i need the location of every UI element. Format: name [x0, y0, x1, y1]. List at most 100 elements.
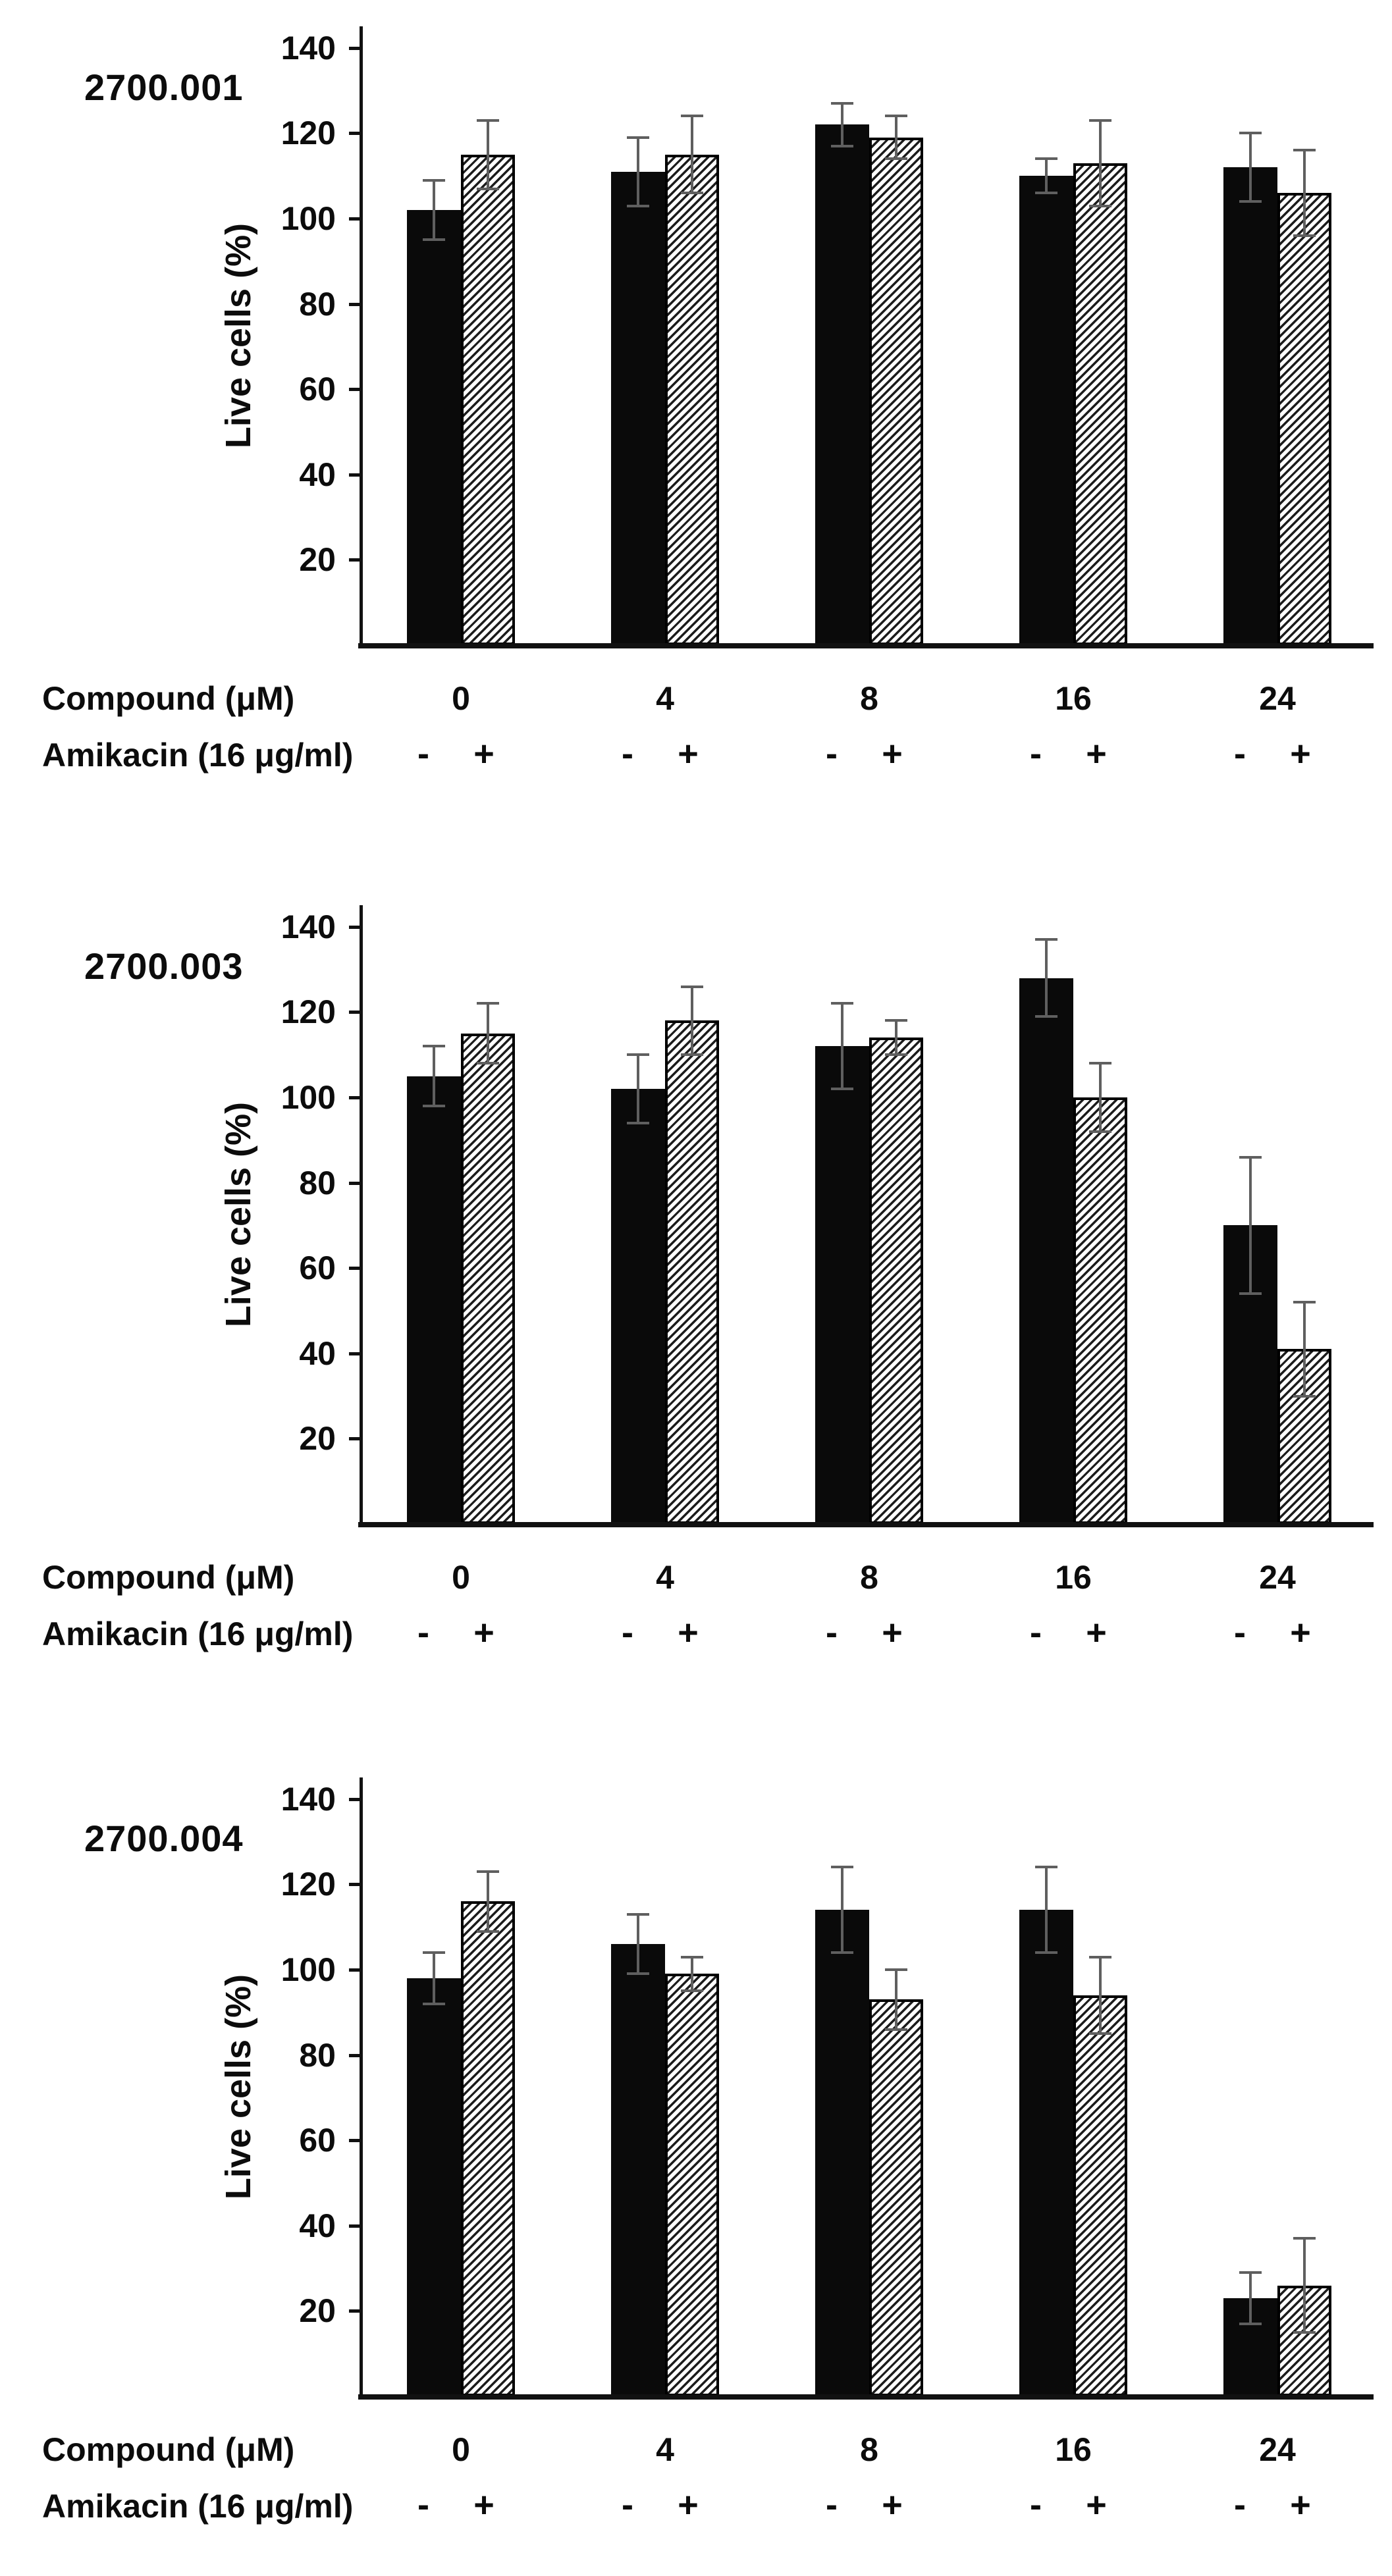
error-bar-cap-bottom	[681, 1989, 703, 1993]
error-bar-line	[691, 986, 693, 1055]
error-bar-cap-bottom	[1293, 234, 1316, 237]
amikacin-plus: +	[678, 734, 699, 774]
error-bar-cap-top	[681, 115, 703, 118]
error-bar-line	[433, 1953, 435, 2004]
bar-hatched	[1073, 163, 1127, 645]
y-tick-label: 120	[281, 1866, 336, 1903]
error-bar-cap-bottom	[831, 1951, 853, 1955]
y-tick-label: 120	[281, 115, 336, 152]
y-tick-mark	[349, 2309, 360, 2313]
amikacin-minus: -	[417, 1613, 429, 1652]
error-bar-cap-top	[477, 1002, 499, 1005]
error-bar-cap-top	[477, 118, 499, 122]
amikacin-minus: -	[1234, 1613, 1246, 1652]
error-bar-cap-top	[831, 1002, 853, 1005]
amikacin-minus: -	[622, 2485, 633, 2525]
y-tick-label: 140	[281, 908, 336, 945]
bar-solid	[611, 171, 665, 645]
y-tick-mark	[349, 925, 360, 929]
error-bar-cap-top	[1089, 118, 1111, 122]
x-baseline	[358, 1522, 1374, 1527]
y-tick-label: 20	[299, 1420, 336, 1458]
error-bar-line	[841, 1867, 843, 1953]
error-bar-cap-top	[885, 115, 907, 118]
amikacin-plus: +	[1086, 734, 1107, 774]
x-baseline	[358, 2394, 1374, 2400]
y-axis-line	[360, 905, 363, 1524]
x-category-label: 24	[1259, 1559, 1296, 1596]
bar-solid	[407, 210, 461, 645]
error-bar-cap-bottom	[627, 1972, 649, 1976]
error-bar-cap-bottom	[1239, 200, 1262, 203]
y-tick-mark	[349, 217, 360, 221]
error-bar-line	[637, 1055, 639, 1123]
x-category-label: 16	[1055, 680, 1092, 717]
amikacin-minus: -	[1030, 1613, 1042, 1652]
y-tick-label: 60	[299, 2122, 336, 2159]
y-tick-mark	[349, 1011, 360, 1014]
x-category-label: 0	[452, 680, 470, 717]
error-bar-line	[1303, 1302, 1306, 1396]
error-bar-cap-bottom	[1293, 2330, 1316, 2334]
error-bar-cap-top	[1089, 1955, 1111, 1958]
error-bar-cap-bottom	[1239, 1292, 1262, 1296]
bar-solid	[611, 1944, 665, 2396]
bar-hatched	[869, 137, 923, 645]
y-tick-mark	[349, 558, 360, 562]
error-bar-cap-top	[1293, 2237, 1316, 2240]
amikacin-axis-label: Amikacin (16 μg/ml)	[42, 1616, 354, 1652]
amikacin-plus: +	[678, 1613, 699, 1652]
y-tick-mark	[349, 1096, 360, 1099]
error-bar-cap-bottom	[885, 157, 907, 161]
error-bar-cap-top	[831, 102, 853, 105]
x-category-label: 24	[1259, 680, 1296, 717]
error-bar-cap-top	[477, 1870, 499, 1873]
error-bar-line	[895, 116, 897, 159]
error-bar-line	[1303, 2238, 1306, 2332]
x-category-label: 8	[860, 1559, 878, 1596]
y-tick-label: 80	[299, 1164, 336, 1201]
y-tick-mark	[349, 1267, 360, 1271]
error-bar-cap-top	[1293, 149, 1316, 152]
error-bar-cap-top	[423, 178, 445, 182]
amikacin-plus: +	[882, 734, 903, 774]
y-axis-line	[360, 26, 363, 645]
bar-solid	[407, 1076, 461, 1524]
error-bar-cap-bottom	[627, 1121, 649, 1124]
y-tick-mark	[349, 1352, 360, 1355]
y-tick-mark	[349, 302, 360, 306]
amikacin-plus: +	[1290, 734, 1311, 774]
error-bar-cap-bottom	[477, 187, 499, 190]
y-tick-mark	[349, 2224, 360, 2228]
error-bar-line	[1249, 2273, 1252, 2324]
amikacin-minus: -	[1030, 734, 1042, 774]
y-tick-label: 40	[299, 2207, 336, 2244]
error-bar-cap-top	[1089, 1062, 1111, 1065]
error-bar-line	[487, 120, 489, 189]
error-bar-line	[637, 1914, 639, 1974]
error-bar-cap-bottom	[1089, 204, 1111, 207]
error-bar-cap-top	[1035, 1866, 1057, 1869]
amikacin-plus: +	[1086, 1613, 1107, 1652]
y-tick-label: 100	[281, 1079, 336, 1116]
bar-hatched	[665, 1974, 719, 2396]
x-category-label: 4	[656, 680, 674, 717]
x-category-label: 4	[656, 1559, 674, 1596]
x-category-label: 0	[452, 1559, 470, 1596]
x-category-label: 8	[860, 2431, 878, 2468]
bar-hatched	[869, 1999, 923, 2396]
x-category-label: 16	[1055, 1559, 1092, 1596]
error-bar-cap-top	[885, 1019, 907, 1022]
chart-title: 2700.001	[84, 66, 244, 108]
y-tick-mark	[349, 2139, 360, 2143]
y-tick-mark	[349, 1181, 360, 1185]
y-tick-label: 40	[299, 1334, 336, 1372]
x-category-label: 24	[1259, 2431, 1296, 2468]
compound-axis-label: Compound (μM)	[42, 2431, 295, 2468]
bar-hatched	[869, 1038, 923, 1524]
error-bar-line	[1045, 1867, 1048, 1953]
bar-solid	[611, 1089, 665, 1524]
y-tick-label: 20	[299, 541, 336, 579]
error-bar-line	[1249, 133, 1252, 202]
